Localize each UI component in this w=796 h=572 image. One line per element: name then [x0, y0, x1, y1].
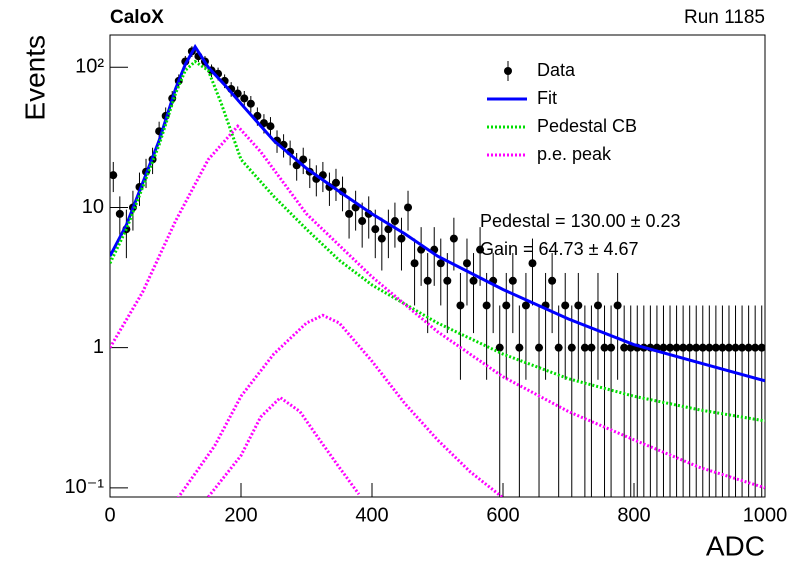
data-point [443, 276, 452, 285]
fit-curve [110, 59, 765, 423]
y-tick-label: 10² [75, 56, 104, 78]
data-point [679, 343, 688, 352]
legend-label: Pedestal CB [537, 116, 637, 136]
data-point [574, 301, 583, 310]
data-point [528, 259, 537, 268]
data-point [698, 343, 707, 352]
data-point [561, 301, 570, 310]
data-point [620, 343, 629, 352]
legend-label: p.e. peak [537, 144, 612, 164]
legend-marker [504, 67, 512, 75]
fit-curve [110, 123, 765, 490]
data-point [456, 301, 465, 310]
y-tick-label: 10 [82, 196, 104, 218]
annotation: Pedestal = 130.00 ± 0.23 [480, 211, 681, 231]
data-point [246, 99, 255, 108]
data-point [515, 343, 524, 352]
data-point [685, 343, 694, 352]
data-point [423, 276, 432, 285]
x-tick-label: 1000 [743, 504, 788, 526]
data-point [495, 343, 504, 352]
x-tick-label: 400 [355, 504, 388, 526]
data-point [345, 209, 354, 218]
data-point [672, 343, 681, 352]
data-point [482, 301, 491, 310]
data-point [358, 217, 367, 226]
data-point [692, 343, 701, 352]
data-point [587, 343, 596, 352]
data-point [331, 178, 340, 187]
data-point [299, 155, 308, 164]
data-point [240, 94, 249, 103]
y-tick-label: 1 [93, 336, 104, 358]
data-point [666, 343, 675, 352]
data-point [508, 276, 517, 285]
chart-subtitle: Run 1185 [684, 7, 765, 28]
data-point [397, 234, 406, 243]
data-point [705, 343, 714, 352]
data-point [390, 217, 399, 226]
data-point [613, 301, 622, 310]
data-point [600, 343, 609, 352]
annotation: Gain = 64.73 ± 4.67 [480, 239, 639, 259]
data-point [266, 122, 275, 131]
data-point [371, 225, 380, 234]
data-point [757, 343, 765, 352]
data-point [384, 225, 393, 234]
data-point [744, 343, 753, 352]
data-point [469, 276, 478, 285]
data-point [659, 343, 668, 352]
data-point [718, 343, 727, 352]
x-axis-label: ADC [706, 530, 765, 561]
y-tick-label: 10⁻¹ [65, 476, 105, 498]
data-point [607, 343, 616, 352]
x-tick-label: 600 [486, 504, 519, 526]
data-point [580, 343, 589, 352]
data-point [476, 245, 485, 254]
data-point [751, 343, 760, 352]
data-point [521, 301, 530, 310]
data-point [593, 301, 602, 310]
data-point [731, 343, 740, 352]
data-point [554, 343, 563, 352]
data-point [462, 259, 471, 268]
data-point [410, 259, 419, 268]
data-point [404, 203, 413, 212]
data-point [449, 234, 458, 243]
fit-curve [110, 43, 765, 383]
data-point [436, 259, 445, 268]
x-tick-label: 200 [224, 504, 257, 526]
data-point [724, 343, 733, 352]
data-point [711, 343, 720, 352]
fit-curve [176, 313, 504, 497]
legend-label: Fit [537, 88, 557, 108]
plot-area [110, 43, 765, 497]
data-point [377, 234, 386, 243]
data-point [535, 343, 544, 352]
x-tick-label: 0 [104, 504, 115, 526]
data-point [567, 343, 576, 352]
legend-label: Data [537, 60, 576, 80]
data-point [738, 343, 747, 352]
y-axis-label: Events [19, 35, 50, 121]
chart-title: CaloX [110, 7, 164, 28]
data-point [502, 301, 511, 310]
data-point [110, 171, 118, 180]
data-point [115, 209, 124, 218]
data-point [548, 276, 557, 285]
plot-frame [109, 34, 766, 498]
x-tick-label: 800 [617, 504, 650, 526]
fit-curve [207, 395, 361, 497]
